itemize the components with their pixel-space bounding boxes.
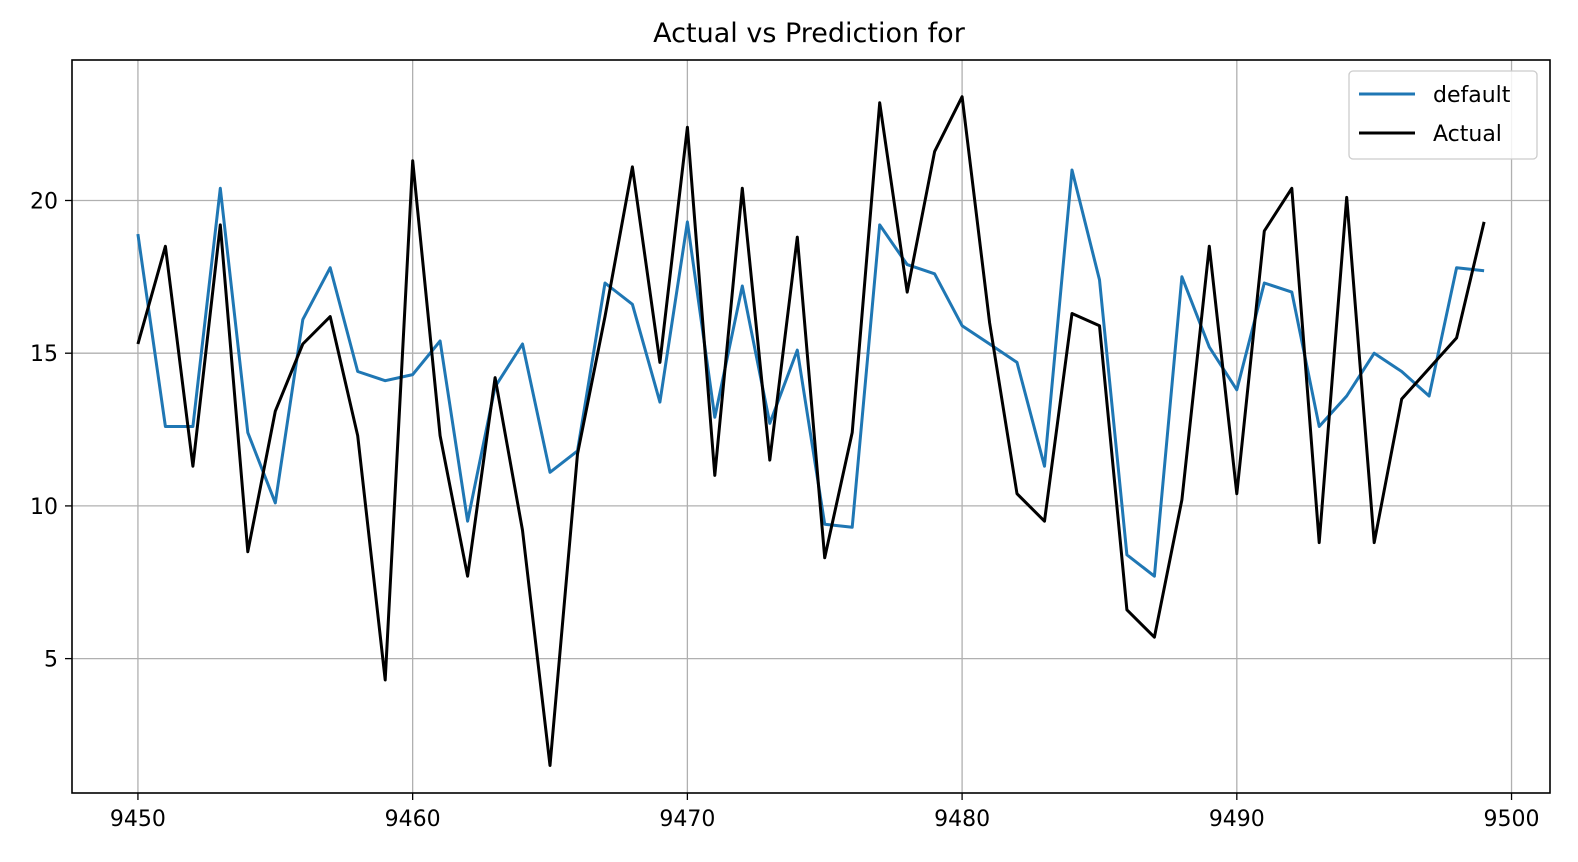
chart-title: Actual vs Prediction for bbox=[653, 18, 966, 49]
y-tick-label-3: 20 bbox=[30, 189, 58, 214]
plot-series bbox=[136, 95, 1486, 767]
plot-frame bbox=[71, 59, 1551, 794]
legend-label-default: default bbox=[1433, 83, 1511, 108]
legend: default Actual bbox=[1348, 70, 1538, 160]
x-tick-label-0: 9450 bbox=[110, 807, 166, 832]
x-tick-label-5: 9500 bbox=[1484, 807, 1540, 832]
x-tick-label-3: 9480 bbox=[934, 807, 990, 832]
x-tick-label-1: 9460 bbox=[385, 807, 441, 832]
y-tick-label-1: 10 bbox=[30, 495, 58, 520]
x-tick-label-2: 9470 bbox=[659, 807, 715, 832]
y-tick-label-0: 5 bbox=[44, 648, 58, 673]
series-line-actual bbox=[136, 95, 1486, 767]
series-line-default bbox=[136, 168, 1485, 578]
x-tick-label-4: 9490 bbox=[1209, 807, 1265, 832]
axis-ticks: 9450 9460 9470 9480 9490 9500 5 10 15 20 bbox=[30, 189, 1540, 832]
legend-label-actual: Actual bbox=[1433, 122, 1502, 147]
y-tick-label-2: 15 bbox=[30, 342, 58, 367]
